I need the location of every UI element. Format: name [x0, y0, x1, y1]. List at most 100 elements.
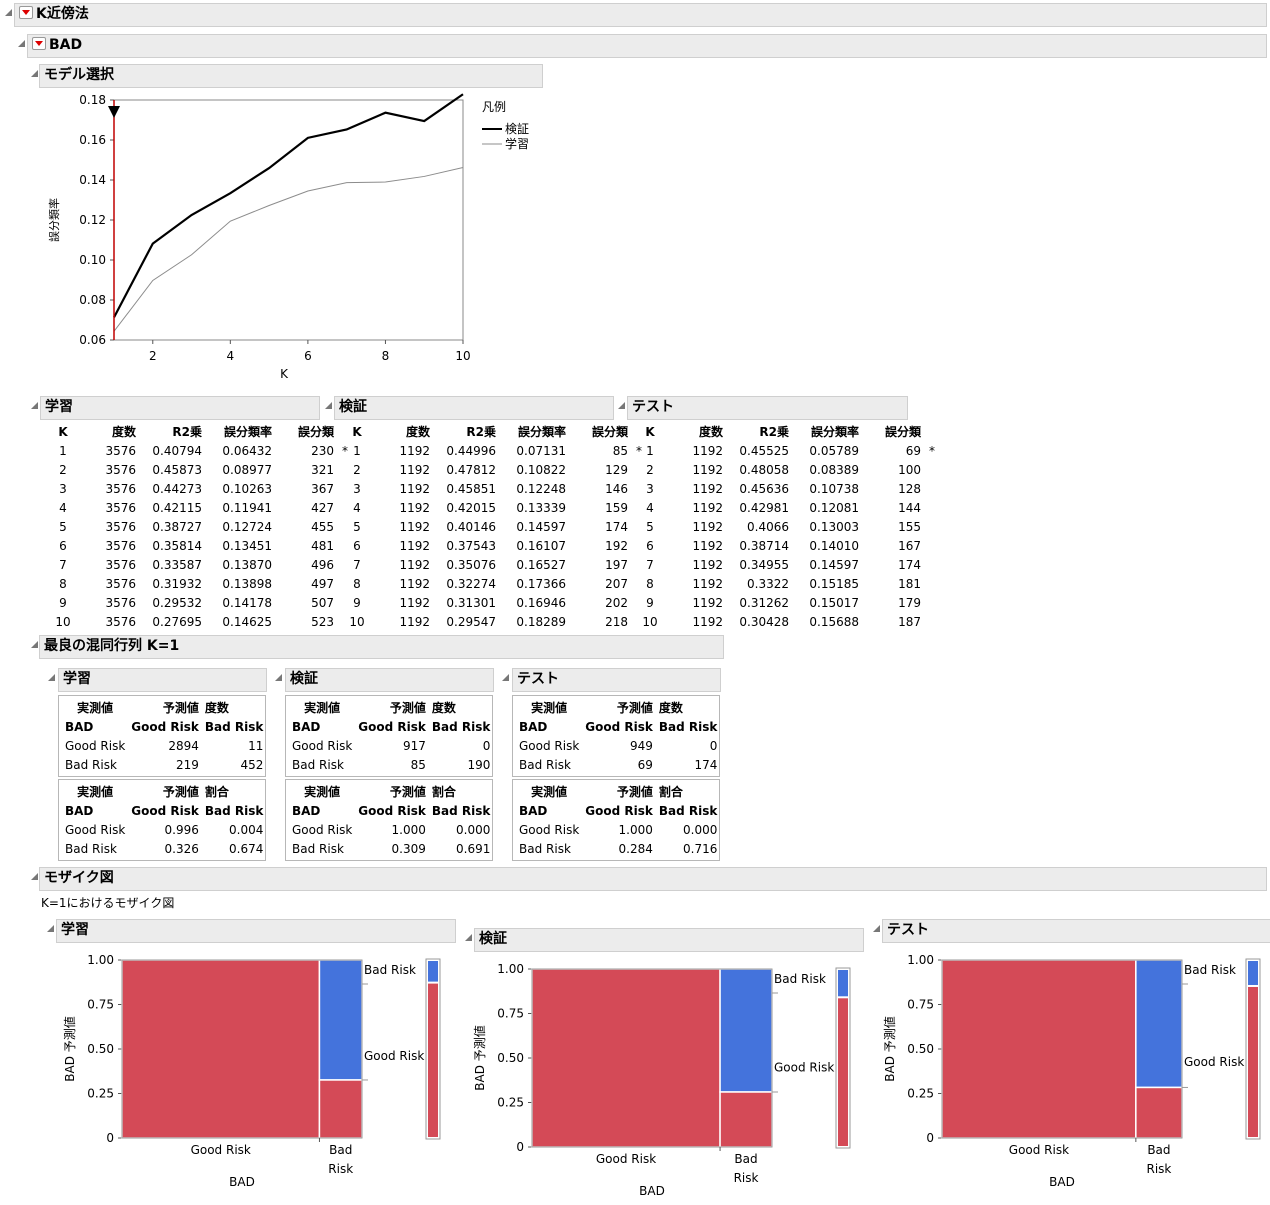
- disclosure-icon[interactable]: [31, 873, 38, 880]
- column-header: 誤分類率: [810, 425, 859, 439]
- table-row: 3 1192 0.45851 0.12248 146: [338, 479, 654, 498]
- matrix-cell: 949: [629, 738, 653, 753]
- table-row: 2 1192 0.48058 0.08389 100: [631, 460, 947, 479]
- table-cell: 0.14625: [222, 614, 272, 629]
- matrix-cell: 0.674: [229, 841, 264, 856]
- y-tick-label: 0.50: [907, 1042, 934, 1056]
- disclosure-icon[interactable]: [275, 674, 282, 681]
- x-tick-label: 8: [382, 349, 390, 363]
- column-header: 誤分類: [884, 425, 921, 439]
- table-cell: 197: [605, 557, 628, 572]
- disclosure-icon[interactable]: [325, 402, 332, 409]
- disclosure-icon[interactable]: [31, 641, 38, 648]
- x-axis-label: BAD: [1049, 1175, 1075, 1189]
- table-cell: 100: [898, 462, 921, 477]
- table-row: 10 1192 0.29547 0.18289 218: [338, 612, 654, 631]
- measure-label: 度数: [658, 701, 683, 715]
- table-cell: 321: [311, 462, 334, 477]
- mosaic-cell-bad-bad[interactable]: [1135, 959, 1183, 1089]
- y-tick-label: 0.18: [79, 93, 106, 107]
- table-cell: 0.34955: [739, 557, 789, 572]
- table-cell: 0.42981: [739, 500, 789, 515]
- x-category-label: Bad Risk: [1146, 1143, 1171, 1176]
- mosaic-cell-bad-good[interactable]: [318, 1079, 363, 1139]
- mosaic-plot: 1.00 0.75 0.50 0.25 0 BAD 予測値 Good Risk Bad Risk…: [882, 953, 1261, 1189]
- matrix-row: Bad Risk 85 190: [289, 755, 493, 774]
- legend-bar-good: [1248, 986, 1258, 1137]
- table-cell: 0.12724: [222, 519, 272, 534]
- disclosure-icon[interactable]: [47, 925, 54, 932]
- table-cell: 0.48058: [739, 462, 789, 477]
- matrix-cell: 174: [694, 757, 718, 772]
- disclosure-icon[interactable]: [31, 70, 38, 77]
- table-cell: 202: [605, 595, 628, 610]
- count-matrix: 実測値 予測値 度数 BAD Good Risk Bad Risk Good Risk 949…: [516, 698, 720, 774]
- matrix-cell: 0.309: [391, 841, 426, 856]
- confusion-set-title: 検証: [290, 671, 318, 687]
- table-row: 1 1192 0.44996 0.07131 85 *: [338, 441, 654, 460]
- table-cell: 1192: [399, 462, 430, 477]
- x-category-label: Good Risk: [1009, 1143, 1069, 1157]
- report-title: K近傍法: [36, 6, 89, 22]
- red-triangle-menu-icon[interactable]: [19, 5, 33, 19]
- disclosure-icon[interactable]: [48, 674, 55, 681]
- mosaic-cell-good-good[interactable]: [941, 959, 1137, 1139]
- y-tick-label: 0.10: [79, 253, 106, 267]
- table-cell: 69: [905, 443, 921, 458]
- table-cell: 218: [605, 614, 628, 629]
- disclosure-icon[interactable]: [31, 402, 38, 409]
- table-cell: 0.05789: [809, 443, 859, 458]
- fit-table-title: 学習: [45, 399, 73, 415]
- x-category-label-line: Bad: [1147, 1143, 1170, 1157]
- class-header: Bad Risk: [658, 719, 718, 734]
- disclosure-icon[interactable]: [465, 934, 472, 941]
- y-tick-label: 0.75: [907, 998, 934, 1012]
- table-cell: 167: [898, 538, 921, 553]
- y-tick-label: 1.00: [497, 962, 524, 976]
- table-cell: 174: [605, 519, 628, 534]
- predicted-label: 予測値: [389, 785, 426, 799]
- disclosure-icon[interactable]: [502, 674, 509, 681]
- table-cell: 8: [353, 576, 361, 591]
- best-marker: [925, 460, 947, 479]
- table-cell: 0.31262: [739, 595, 789, 610]
- table-cell: 0.31301: [446, 595, 496, 610]
- table-row: 9 3576 0.29532 0.14178 507: [44, 593, 360, 612]
- table-row: 3 1192 0.45636 0.10738 128: [631, 479, 947, 498]
- best-marker: *: [636, 443, 642, 458]
- mosaic-cell-good-good[interactable]: [121, 959, 321, 1139]
- legend-item-validation: 検証: [505, 122, 529, 136]
- table-row: 7 3576 0.33587 0.13870 496: [44, 555, 360, 574]
- disclosure-icon[interactable]: [18, 40, 25, 47]
- selected-k-handle-icon[interactable]: [108, 106, 120, 118]
- column-header: K: [58, 424, 68, 439]
- mosaic-cell-good-good[interactable]: [531, 968, 721, 1148]
- disclosure-icon[interactable]: [5, 9, 12, 16]
- right-category-label: Good Risk: [774, 1060, 834, 1074]
- mosaic-cell-bad-good[interactable]: [719, 1091, 773, 1148]
- disclosure-icon[interactable]: [873, 925, 880, 932]
- y-tick-label: 0.75: [87, 998, 114, 1012]
- table-cell: 181: [898, 576, 921, 591]
- y-tick-label: 0.25: [907, 1087, 934, 1101]
- column-header: 誤分類: [591, 425, 628, 439]
- class-header: Good Risk: [358, 803, 426, 818]
- fit-table-title: 検証: [339, 399, 367, 415]
- table-cell: 0.33587: [152, 557, 202, 572]
- y-axis-label: BAD 予測値: [62, 1016, 77, 1082]
- matrix-cell: 0: [709, 738, 718, 753]
- table-cell: 0.13339: [516, 500, 566, 515]
- mosaic-cell-bad-bad[interactable]: [318, 959, 363, 1081]
- column-header: 度数: [698, 425, 723, 439]
- red-triangle-menu-icon[interactable]: [32, 36, 46, 50]
- best-marker: [925, 498, 947, 517]
- actual-label: 実測値: [531, 785, 568, 799]
- disclosure-icon[interactable]: [618, 402, 625, 409]
- table-row: 9 1192 0.31262 0.15017 179: [631, 593, 947, 612]
- response-title: BAD: [49, 37, 83, 53]
- table-row: 3 3576 0.44273 0.10263 367: [44, 479, 360, 498]
- mosaic-cell-bad-bad[interactable]: [719, 968, 773, 1093]
- fit-table-header: 検証: [334, 396, 614, 420]
- table-row: 8 1192 0.3322 0.15185 181: [631, 574, 947, 593]
- mosaic-cell-bad-good[interactable]: [1135, 1086, 1183, 1139]
